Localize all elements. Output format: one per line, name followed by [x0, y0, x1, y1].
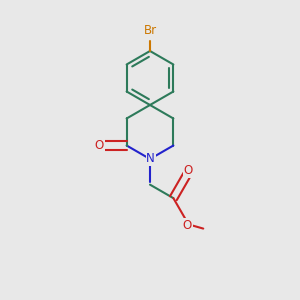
Text: N: N	[146, 152, 155, 166]
Text: Br: Br	[143, 25, 157, 38]
Text: O: O	[183, 219, 192, 232]
Text: O: O	[184, 164, 193, 177]
Text: O: O	[95, 139, 104, 152]
